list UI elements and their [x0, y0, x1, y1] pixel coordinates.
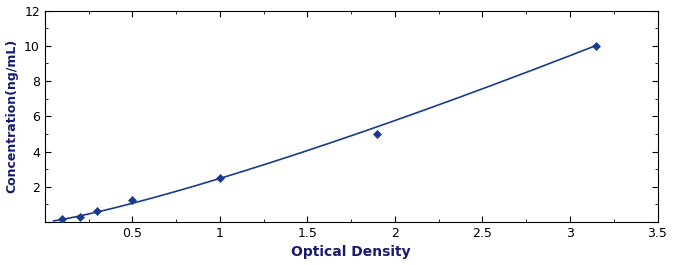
- X-axis label: Optical Density: Optical Density: [291, 245, 411, 259]
- Y-axis label: Concentration(ng/mL): Concentration(ng/mL): [5, 39, 19, 193]
